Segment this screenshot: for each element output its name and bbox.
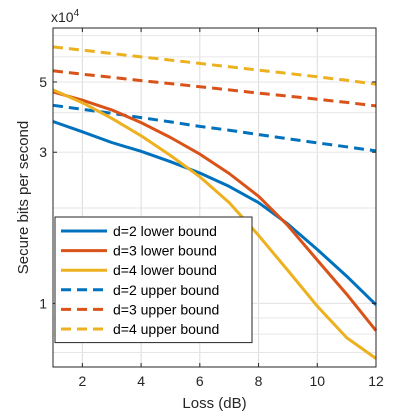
legend-entry-label: d=2 upper bound bbox=[113, 282, 219, 298]
series-line-d-3-upper-bound bbox=[52, 69, 377, 108]
y-exponent-base: x10 bbox=[51, 9, 74, 25]
legend-entry-label: d=4 lower bound bbox=[113, 262, 217, 278]
y-exponent-label: x104 bbox=[51, 8, 80, 25]
x-tick-label: 12 bbox=[368, 373, 384, 389]
legend: d=2 lower bound d=3 lower bound d=4 lower … bbox=[54, 216, 253, 344]
x-tick-label: 4 bbox=[137, 373, 145, 389]
legend-entry-label: d=2 lower bound bbox=[113, 223, 217, 239]
series-line-d-2-lower-bound bbox=[52, 120, 378, 306]
y-tick-label: 5 bbox=[39, 74, 47, 90]
legend-entry-label: d=3 upper bound bbox=[113, 301, 219, 317]
y-tick-label: 1 bbox=[39, 295, 47, 311]
legend-entry-label: d=4 upper bound bbox=[113, 321, 219, 337]
x-tick-label: 10 bbox=[309, 373, 325, 389]
x-tick-label: 6 bbox=[196, 373, 204, 389]
x-axis-label: Loss (dB) bbox=[182, 395, 246, 412]
ticks: 2 4 6 8 10 12 1 3 5 bbox=[39, 28, 384, 389]
x-tick-label: 2 bbox=[78, 373, 86, 389]
series-line-d-4-lower-bound bbox=[52, 88, 377, 360]
axes-box bbox=[52, 27, 377, 368]
series-group bbox=[52, 45, 378, 360]
x-tick-label: 8 bbox=[255, 373, 263, 389]
series-line-d-2-upper-bound bbox=[52, 103, 377, 153]
legend-box bbox=[54, 216, 253, 344]
series-line-d-4-upper-bound bbox=[52, 45, 377, 86]
y-tick-label: 3 bbox=[39, 144, 47, 160]
series-line-d-3-lower-bound bbox=[52, 90, 378, 332]
y-axis-label: Secure bits per second bbox=[15, 121, 32, 274]
y-exponent-power: 4 bbox=[74, 8, 80, 19]
legend-entry-label: d=3 lower bound bbox=[113, 243, 217, 259]
